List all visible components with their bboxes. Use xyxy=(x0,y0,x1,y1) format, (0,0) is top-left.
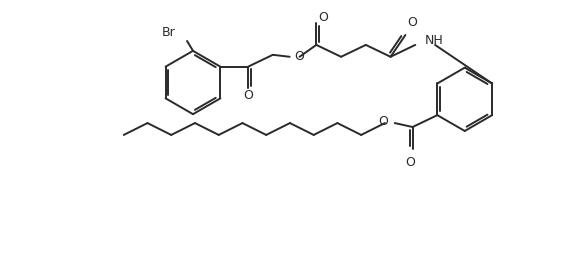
Text: O: O xyxy=(378,115,388,127)
Text: O: O xyxy=(407,16,417,29)
Text: O: O xyxy=(295,50,304,63)
Text: O: O xyxy=(318,11,328,24)
Text: NH: NH xyxy=(425,34,444,48)
Text: O: O xyxy=(243,89,253,102)
Text: Br: Br xyxy=(161,26,175,39)
Text: O: O xyxy=(406,156,416,169)
